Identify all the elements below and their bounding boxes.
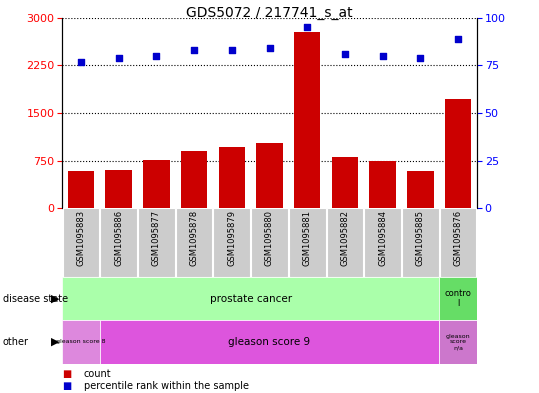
Bar [332, 158, 358, 208]
Point [114, 55, 123, 61]
Text: other: other [3, 337, 29, 347]
Text: GSM1095884: GSM1095884 [378, 210, 387, 266]
Text: ▶: ▶ [51, 337, 59, 347]
Text: GSM1095878: GSM1095878 [190, 210, 198, 266]
Bar [289, 208, 326, 277]
Text: GSM1095881: GSM1095881 [303, 210, 312, 266]
Text: GSM1095877: GSM1095877 [152, 210, 161, 266]
Bar [68, 171, 94, 208]
Point [416, 55, 425, 61]
Bar [219, 147, 245, 208]
Bar [100, 320, 439, 364]
Bar [62, 320, 100, 364]
Text: contro
l: contro l [445, 289, 472, 309]
Text: GSM1095879: GSM1095879 [227, 210, 236, 266]
Bar [63, 208, 99, 277]
Bar [402, 208, 439, 277]
Bar [370, 161, 396, 208]
Bar [138, 208, 175, 277]
Text: GSM1095880: GSM1095880 [265, 210, 274, 266]
Text: ■: ■ [62, 369, 71, 379]
Text: GSM1095882: GSM1095882 [341, 210, 349, 266]
Bar [445, 99, 471, 208]
Bar [100, 208, 137, 277]
Bar [213, 208, 250, 277]
Point [77, 59, 85, 65]
Point [454, 35, 462, 42]
Point [265, 45, 274, 51]
Bar [176, 208, 212, 277]
Point [227, 47, 236, 53]
Text: GSM1095886: GSM1095886 [114, 210, 123, 266]
Point [303, 24, 312, 30]
Text: gleason
score
n/a: gleason score n/a [446, 334, 471, 350]
Bar [251, 208, 288, 277]
Bar [364, 208, 401, 277]
Bar [440, 208, 476, 277]
Point [341, 51, 349, 57]
Point [190, 47, 198, 53]
Text: gleason score 8: gleason score 8 [56, 340, 106, 344]
Text: gleason score 9: gleason score 9 [229, 337, 310, 347]
Text: GSM1095885: GSM1095885 [416, 210, 425, 266]
Bar [439, 277, 477, 320]
Text: prostate cancer: prostate cancer [210, 294, 292, 304]
Text: disease state: disease state [3, 294, 68, 304]
Bar [327, 208, 363, 277]
Text: ■: ■ [62, 381, 71, 391]
Bar [143, 160, 169, 208]
Bar [439, 320, 477, 364]
Bar [257, 143, 282, 208]
Text: ▶: ▶ [51, 294, 59, 304]
Bar [294, 32, 320, 208]
Bar [407, 171, 433, 208]
Text: GSM1095883: GSM1095883 [77, 210, 85, 266]
Bar [181, 151, 207, 208]
Point [152, 53, 161, 59]
Text: GDS5072 / 217741_s_at: GDS5072 / 217741_s_at [186, 6, 353, 20]
Text: GSM1095876: GSM1095876 [454, 210, 462, 266]
Text: percentile rank within the sample: percentile rank within the sample [84, 381, 248, 391]
Text: count: count [84, 369, 111, 379]
Bar [106, 170, 132, 208]
Point [378, 53, 387, 59]
